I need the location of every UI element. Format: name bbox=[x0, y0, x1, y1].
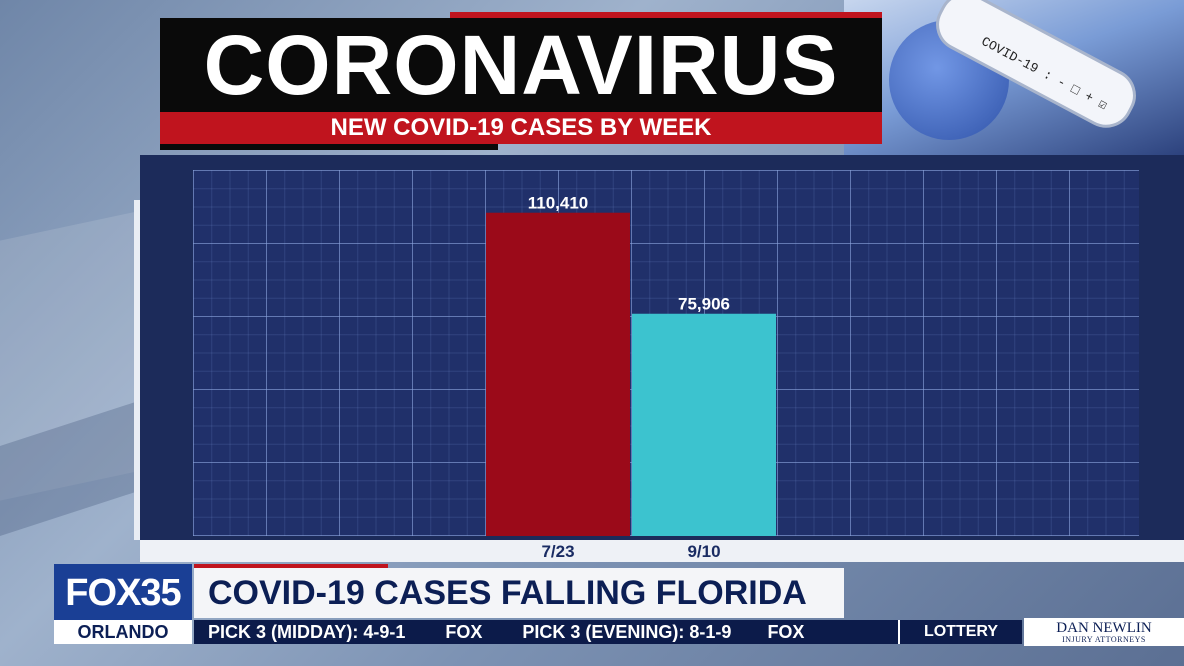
crawl-item: PICK 3 (MIDDAY): 4-9-1 bbox=[208, 621, 406, 642]
crawl-section-label: LOTTERY bbox=[898, 620, 1022, 644]
news-crawl: PICK 3 (MIDDAY): 4-9-1 FOX PICK 3 (EVENI… bbox=[194, 620, 1022, 644]
crawl-logo: FOX bbox=[767, 621, 805, 642]
station-city: ORLANDO bbox=[54, 620, 192, 644]
sponsor-name: DAN NEWLIN bbox=[1056, 619, 1152, 636]
title-underline bbox=[160, 144, 498, 150]
title-box bbox=[160, 18, 882, 112]
sponsor-subtitle: INJURY ATTORNEYS bbox=[1062, 634, 1146, 644]
data-label: 75,906 bbox=[678, 295, 730, 314]
crawl-logo: FOX bbox=[445, 621, 483, 642]
bar-9-10 bbox=[632, 313, 776, 536]
page-title: CORONAVIRUS bbox=[203, 18, 839, 112]
x-tick-label: 7/23 bbox=[541, 542, 574, 561]
headline: COVID-19 CASES FALLING FLORIDA bbox=[208, 573, 807, 612]
headline-box: COVID-19 CASES FALLING FLORIDA bbox=[194, 568, 844, 618]
sponsor-logo: DAN NEWLIN INJURY ATTORNEYS bbox=[1024, 618, 1184, 646]
data-label: 110,410 bbox=[528, 194, 589, 213]
title-accent-bar bbox=[450, 12, 882, 20]
station-logo-box bbox=[54, 564, 192, 620]
panel-edge bbox=[134, 200, 140, 540]
bar-7-23 bbox=[486, 212, 630, 536]
headline-accent bbox=[194, 564, 388, 568]
station-logo: FOX35 bbox=[65, 571, 181, 614]
x-tick-label: 9/10 bbox=[687, 542, 720, 561]
subtitle-box: NEW COVID-19 CASES BY WEEK bbox=[160, 112, 882, 144]
chart-subtitle: NEW COVID-19 CASES BY WEEK bbox=[330, 114, 712, 141]
crawl-item: PICK 3 (EVENING): 8-1-9 bbox=[522, 621, 732, 642]
x-axis-band bbox=[140, 540, 1184, 562]
